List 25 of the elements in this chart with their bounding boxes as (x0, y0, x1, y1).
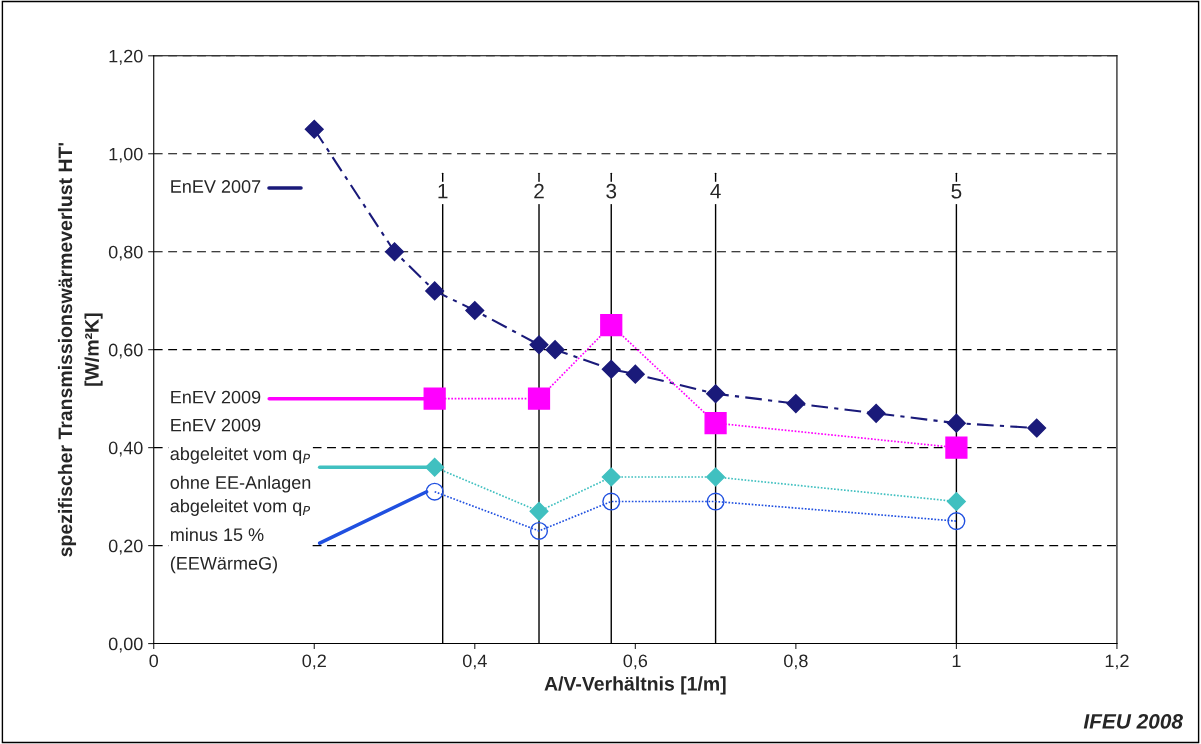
y-tick-label: 0,80 (108, 245, 143, 261)
annotation: 4 (710, 184, 721, 199)
x-tick-label: 1 (952, 654, 961, 668)
annotation: 5 (951, 184, 962, 199)
x-tick-label: 0 (149, 654, 159, 668)
y-tick-label: 1,20 (109, 49, 143, 65)
y-tick-label: 0,60 (108, 343, 143, 359)
x-tick-label: 0,8 (784, 654, 808, 670)
text: EnEV 2009 (171, 390, 261, 404)
y-tick-label: 0,40 (108, 441, 143, 457)
x-tick-label: 0,4 (462, 654, 487, 670)
annotation: 2 (534, 183, 544, 199)
annotation: 1 (438, 184, 448, 199)
y-tick-label: 1,00 (109, 147, 143, 163)
legend-label: EnEV 2007 (171, 180, 261, 193)
y-tick-label: 0,00 (108, 637, 143, 653)
x-tick-label: 0,2 (302, 654, 326, 670)
x-axis-title: A/V-Verhältnis [1/m] (544, 676, 726, 695)
annotation: 3 (606, 183, 617, 199)
text: IFEU 2008 (1083, 713, 1183, 729)
y-tick-label: 0,20 (108, 539, 143, 555)
x-tick-label: 0,6 (623, 654, 648, 670)
x-tick-label: 1,2 (1105, 654, 1129, 670)
text: abgeleitet vom q$_{P}$ minus 15 % (EEWärmeG) (170, 499, 311, 574)
y-axis-title: spezifischer Transmissionswärmeverlust HT' [W/m²K] (57, 143, 103, 557)
